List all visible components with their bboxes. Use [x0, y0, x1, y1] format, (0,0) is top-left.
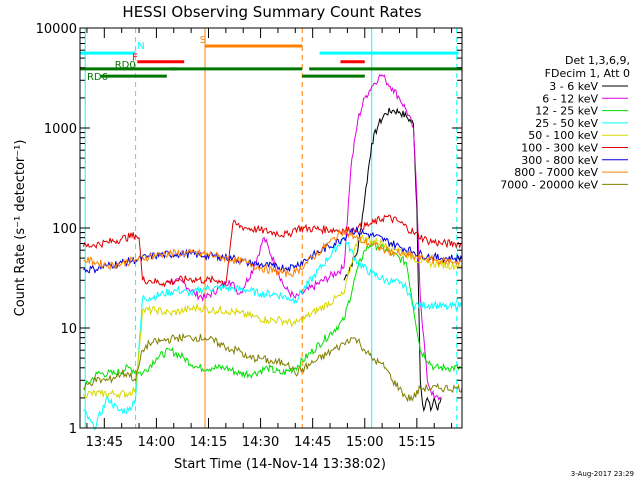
state-label-n: N [137, 41, 144, 52]
legend-label-2: 12 - 25 keV [535, 105, 598, 118]
series-line-5 [83, 214, 462, 288]
state-bars: NF S RD0 RD6 [80, 35, 462, 83]
footer-timestamp: 3-Aug-2017 23:29 [571, 470, 634, 478]
legend-label-5: 100 - 300 keV [521, 142, 598, 155]
legend-label-3: 25 - 50 keV [535, 117, 598, 130]
series-line-8 [83, 332, 463, 403]
y-tick-label-10: 10 [60, 322, 77, 337]
x-tick-label-1400: 14:00 [138, 435, 175, 450]
legend-label-4: 50 - 100 keV [528, 129, 598, 142]
legend-header-line-1: Det 1,3,6,9, [565, 54, 630, 67]
legend-label-8: 7000 - 20000 keV [500, 178, 598, 191]
series-line-4 [83, 234, 463, 400]
x-tick-label-1430: 14:30 [242, 435, 279, 450]
vertical-markers [84, 28, 458, 428]
series-line-1 [166, 73, 442, 402]
series-line-0 [343, 107, 442, 413]
x-axis-label: Start Time (14-Nov-14 13:38:02) [174, 457, 386, 472]
x-axis: 13:45 14:00 14:15 14:30 14:45 15:00 15:15 [86, 28, 453, 450]
x-tick-label-1500: 15:00 [346, 435, 383, 450]
state-label-s: S [200, 35, 206, 46]
chart-title: HESSI Observing Summary Count Rates [122, 3, 421, 21]
series-group [83, 73, 463, 431]
legend-label-0: 3 - 6 keV [549, 80, 598, 93]
state-label-rd6: RD6 [87, 72, 108, 83]
x-tick-label-1415: 14:15 [190, 435, 227, 450]
legend-label-6: 300 - 800 keV [521, 154, 598, 167]
y-axis: 1 10 100 1000 10000 [36, 22, 462, 437]
y-tick-label-1: 1 [69, 422, 77, 437]
state-label-f: F [132, 53, 138, 64]
y-tick-label-1000: 1000 [44, 122, 77, 137]
x-tick-label-1515: 15:15 [398, 435, 435, 450]
legend: Det 1,3,6,9, FDecim 1, Att 0 3 - 6 keV6 … [500, 54, 630, 191]
y-axis-label: Count Rate (s⁻¹ detector⁻¹) [13, 140, 28, 317]
legend-label-7: 800 - 7000 keV [514, 166, 598, 179]
y-tick-label-10000: 10000 [36, 22, 77, 37]
y-tick-label-100: 100 [52, 222, 77, 237]
legend-label-1: 6 - 12 keV [542, 92, 598, 105]
x-tick-label-1345: 13:45 [86, 435, 123, 450]
state-label-rd0: RD0 [115, 60, 136, 71]
series-line-2 [83, 240, 463, 392]
x-tick-label-1445: 14:45 [294, 435, 331, 450]
series-line-7 [83, 228, 463, 278]
legend-header-line-2: FDecim 1, Att 0 [545, 67, 630, 80]
series-line-3 [83, 237, 463, 431]
